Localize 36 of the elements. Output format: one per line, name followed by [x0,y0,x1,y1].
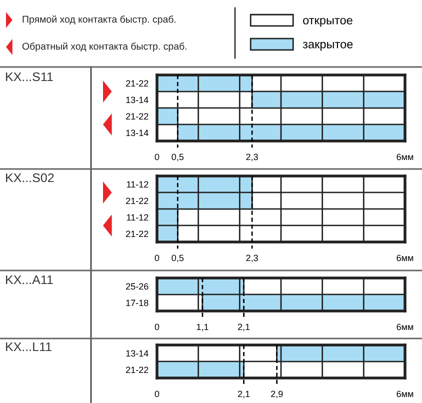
x-tick-label: 0,5 [172,254,184,262]
x-tick-label: 0 [154,390,160,398]
y-tick-label: 21-22 [126,80,148,87]
x-tick-label: 6мм [396,254,414,262]
y-tick-label: 21-22 [126,366,148,374]
x-tick-label: 1,1 [196,324,208,332]
text: KX...A11 [6,275,53,284]
y-tick-label: 21-22 [126,198,148,204]
y-tick-label: 17-18 [126,300,148,306]
x-tick-label: 6мм [396,390,414,398]
y-tick-label: 13-14 [126,350,148,357]
y-tick-label: 21-22 [126,113,148,120]
x-tick-label: 0 [154,154,160,160]
text: Прямой ход контакта быстр. сраб. [22,15,176,25]
y-tick-label: 21-22 [126,230,148,238]
x-tick-label: 2,3 [246,254,258,262]
legend-label: открытое [303,18,352,27]
x-tick-label: 0 [154,254,160,262]
x-tick-label: 0,5 [172,154,184,162]
text: KX...S11 [6,72,53,82]
y-tick-label: 13-14 [126,130,148,136]
text: KX...L11 [6,342,52,352]
y-tick-label: 25-26 [126,283,148,290]
x-tick-label: 2,3 [246,154,258,162]
x-tick-label: 0 [154,324,160,330]
text: Обратный ход контакта быстр. сраб. [22,42,186,52]
y-tick-label: 11-12 [126,214,148,221]
x-tick-label: 6мм [396,154,414,160]
text: KX...S02 [6,173,54,182]
legend-label: закрытое [302,42,353,51]
y-tick-label: 11-12 [126,181,148,188]
x-tick-label: 2,9 [271,390,283,398]
x-tick-label: 2,1 [238,390,250,398]
x-tick-label: 6мм [396,324,414,330]
y-tick-label: 13-14 [126,96,148,104]
x-tick-label: 2,1 [238,324,250,332]
